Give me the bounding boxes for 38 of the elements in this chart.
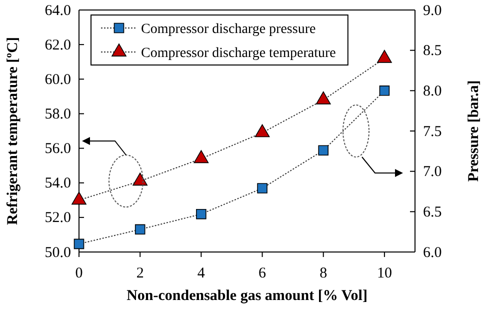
- point: [72, 192, 86, 205]
- y-tick-label: 56.0: [44, 141, 71, 158]
- x-axis-title: Non-condensable gas amount [% Vol]: [126, 288, 368, 304]
- x-tick-label: 2: [136, 266, 144, 282]
- y-axis-title: Refrigerant temperature [ºC]: [5, 37, 21, 225]
- y2-tick-label: 8.5: [423, 43, 442, 60]
- point: [74, 238, 84, 250]
- point: [194, 150, 209, 164]
- x-tick-label: 4: [197, 266, 206, 282]
- point: [196, 208, 206, 220]
- point: [134, 224, 146, 235]
- point: [377, 50, 392, 63]
- x-tick-label: 6: [258, 266, 267, 282]
- point: [257, 183, 268, 194]
- point: [318, 145, 329, 156]
- legend-label: Compressor discharge temperature: [141, 46, 336, 61]
- y-tick-label: 62.0: [44, 37, 71, 54]
- point: [132, 172, 148, 186]
- legend-label: Compressor discharge pressure: [141, 22, 316, 37]
- x-tick-label: 8: [320, 266, 328, 282]
- x-tick-label: 0: [75, 266, 83, 282]
- point: [316, 91, 331, 104]
- y2-tick-label: 6.0: [423, 244, 442, 261]
- y-tick-label: 60.0: [44, 72, 71, 88]
- y-tick-label: 50.0: [44, 244, 71, 261]
- y-tick-label: 52.0: [44, 210, 71, 226]
- point: [254, 124, 270, 138]
- point: [379, 86, 390, 96]
- y2-axis-title: Pressure [bar.a]: [466, 80, 482, 182]
- y2-tick-label: 6.5: [423, 204, 442, 220]
- y-tick-label: 58.0: [44, 106, 71, 123]
- y2-tick-label: 8.0: [423, 83, 442, 100]
- y2-tick-label: 9.0: [423, 2, 442, 19]
- y-tick-label: 54.0: [44, 176, 71, 192]
- y2-tick-label: 7.5: [423, 124, 442, 140]
- x-tick-label: 10: [376, 266, 392, 282]
- y2-tick-label: 7.0: [423, 164, 442, 180]
- y-tick-label: 64.0: [44, 2, 71, 19]
